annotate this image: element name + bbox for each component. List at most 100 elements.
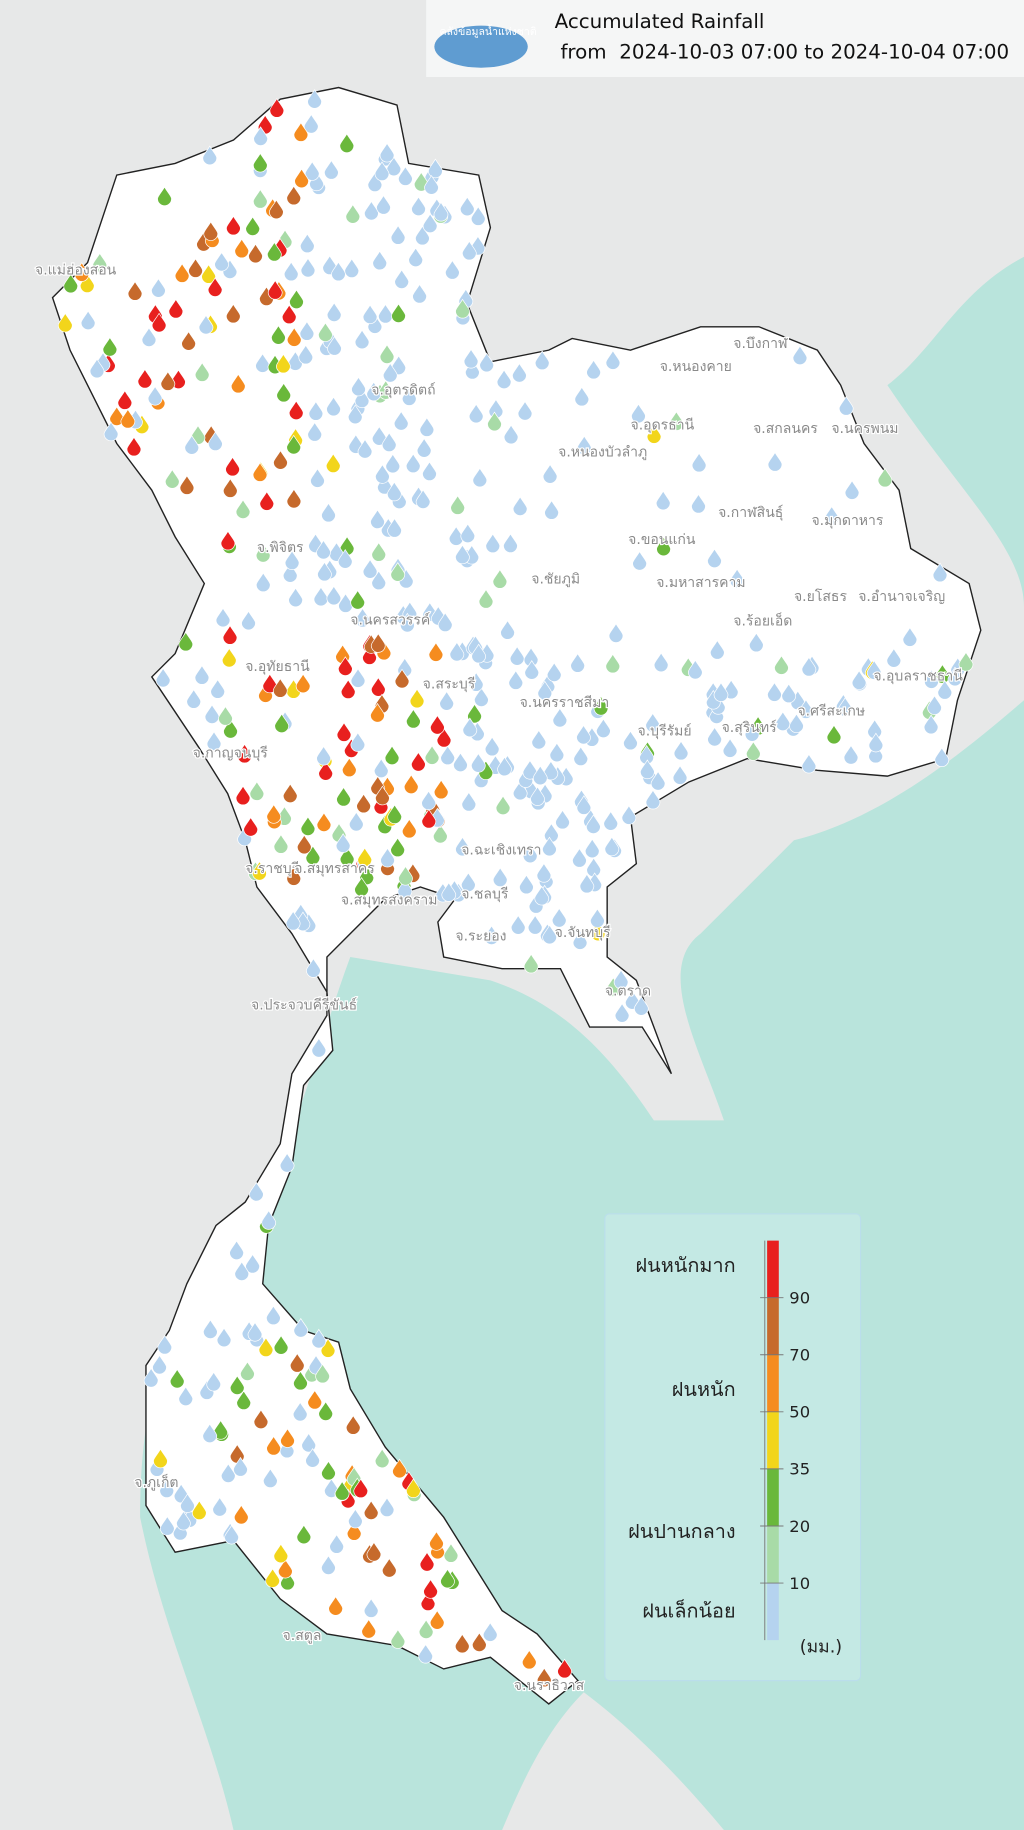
rain-drop — [536, 1667, 552, 1688]
rain-drop — [453, 752, 468, 773]
rain-drop — [201, 264, 216, 284]
rain-drop — [274, 713, 290, 734]
rain-drop — [621, 805, 637, 825]
rain-stations — [57, 89, 974, 1688]
rain-drop — [484, 736, 500, 757]
rain-drop — [233, 1504, 249, 1525]
rain-drop — [584, 838, 600, 859]
province-label: จ.ชัยภูมิ — [531, 572, 580, 588]
rain-drop — [208, 431, 223, 451]
rain-drop — [886, 647, 902, 668]
rain-drop — [645, 789, 661, 810]
rain-drop — [536, 862, 552, 883]
rain-drop — [253, 1409, 269, 1430]
rain-drop — [405, 453, 421, 474]
rain-drop — [767, 682, 782, 702]
rain-drop — [487, 411, 502, 432]
logo-text: คลังข้อมูลน้ำแห่งชาติ — [439, 24, 536, 38]
province-label: จ.สกลนคร — [753, 421, 818, 437]
rain-drop — [542, 463, 558, 484]
rain-drop — [382, 362, 398, 383]
rain-drop — [307, 89, 322, 109]
rain-drop — [203, 1319, 218, 1339]
rain-drop — [774, 655, 789, 675]
rain-drop — [306, 958, 321, 978]
rain-drop — [400, 612, 415, 633]
rain-drop — [252, 860, 267, 881]
rain-drop — [299, 321, 315, 341]
legend-tick-label: 10 — [789, 1574, 810, 1593]
rain-drop — [215, 607, 231, 628]
province-label: จ.นราธิวาส — [514, 1678, 585, 1694]
rain-drop — [178, 631, 194, 652]
rain-drop — [455, 298, 470, 319]
rain-drop — [947, 666, 963, 687]
rain-drop — [775, 711, 791, 732]
rain-drop — [394, 269, 410, 289]
province-label: จ.มุกดาหาร — [811, 513, 883, 529]
rain-drop — [403, 774, 419, 795]
rain-drop — [826, 724, 842, 745]
rain-drop — [353, 1478, 369, 1499]
rain-drop — [709, 639, 725, 660]
rain-drop — [89, 358, 105, 379]
rain-drop — [632, 550, 647, 571]
legend-unit: (มม.) — [800, 1638, 842, 1658]
rain-drop — [339, 846, 355, 867]
rain-drop — [255, 572, 271, 593]
province-label: จ.กาฬสินธุ์ — [718, 504, 783, 521]
rain-drop — [304, 161, 320, 181]
rain-drop — [485, 533, 501, 554]
rain-drop — [460, 523, 476, 544]
rain-drop — [194, 665, 210, 685]
rain-drop — [454, 1633, 470, 1654]
rain-drop — [586, 814, 601, 834]
rain-drop — [394, 668, 410, 689]
rain-drop — [509, 645, 525, 666]
rain-drop — [141, 327, 157, 347]
rain-drop — [745, 741, 761, 761]
rain-drop — [572, 847, 587, 868]
rain-drop — [531, 729, 547, 750]
province-label: จ.ภูเก็ต — [134, 1473, 178, 1491]
rain-drop — [296, 834, 312, 855]
province-label: จ.กาญจนบุรี — [193, 745, 269, 761]
rain-drop — [372, 250, 388, 271]
rain-drop — [178, 1386, 194, 1407]
rain-drop — [284, 550, 300, 570]
rain-drop — [552, 707, 568, 728]
rain-drop — [273, 449, 288, 470]
rain-drop — [472, 467, 488, 488]
rain-drop — [379, 344, 395, 364]
rain-drop — [226, 215, 241, 236]
province-label: จ.สมุทรสงคราม — [341, 892, 438, 908]
rain-drop — [117, 390, 133, 410]
rain-drop — [222, 625, 238, 645]
rain-drop — [327, 335, 342, 356]
rain-drop — [593, 695, 609, 716]
rain-drop — [258, 1337, 274, 1358]
rain-drop — [503, 424, 519, 445]
rain-drop — [613, 969, 629, 990]
rain-drop — [252, 462, 268, 482]
rain-drop — [259, 491, 275, 511]
rain-drop — [614, 1003, 630, 1023]
rain-drop — [419, 1551, 435, 1572]
rain-drop — [646, 424, 662, 444]
province-label: จ.ระยอง — [455, 929, 506, 945]
rain-drop — [544, 500, 559, 520]
subtitle: from 2024-10-03 07:00 to 2024-10-04 07:0… — [560, 40, 1009, 63]
rain-drop — [370, 633, 386, 653]
rain-drop — [391, 303, 406, 323]
rain-drop — [687, 659, 703, 680]
rain-drop — [206, 1371, 222, 1392]
rain-drop — [311, 1037, 327, 1058]
rain-drop — [303, 113, 319, 134]
legend-class: ฝนเล็กน้อย — [642, 1598, 735, 1623]
rain-drop — [281, 304, 297, 325]
rain-drop — [422, 461, 437, 481]
province-label: จ.ฉะเชิงเทรา — [461, 842, 541, 858]
rain-drop — [147, 385, 163, 406]
rain-drop — [586, 359, 601, 380]
